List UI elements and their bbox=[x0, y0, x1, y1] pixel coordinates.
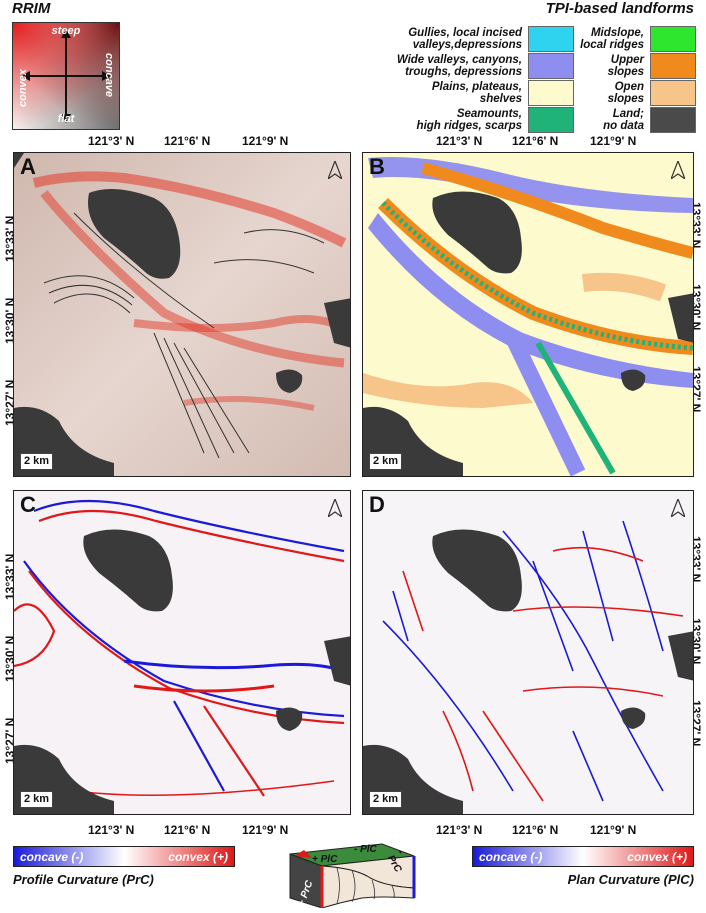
plan-colorbar-convex-label: convex (+) bbox=[627, 850, 687, 864]
panel-b-scale-bar: 2 km bbox=[369, 453, 403, 470]
tpi-legend-label-line: Gullies, local incised bbox=[408, 27, 522, 39]
panel-b-map-image bbox=[363, 153, 693, 476]
profile-colorbar-concave-label: concave (-) bbox=[20, 850, 84, 864]
tpi-legend-label-line: slopes bbox=[607, 66, 644, 78]
tpi-legend-label: Upper slopes bbox=[608, 54, 644, 78]
tpi-legend-label-line: Midslope, bbox=[590, 27, 644, 39]
tpi-legend-label-line: slopes bbox=[607, 93, 644, 105]
panel-c-profile-curvature-map: C 2 km bbox=[13, 490, 351, 815]
panel-a-lon-1: 121°3' N bbox=[88, 134, 135, 148]
panel-b-lon-2: 121°6' N bbox=[512, 134, 559, 148]
panel-d-letter: D bbox=[369, 492, 385, 517]
panel-a-scale-bar: 2 km bbox=[20, 453, 54, 470]
panel-b-tpi-map: B 2 km bbox=[362, 152, 694, 477]
profile-colorbar-convex-label: convex (+) bbox=[168, 850, 228, 864]
north-arrow-icon bbox=[671, 161, 685, 179]
tpi-legend-label-line: Land; bbox=[612, 108, 644, 120]
panel-c-scale-bar: 2 km bbox=[20, 791, 54, 808]
tpi-legend-label-line: Wide valleys, canyons, bbox=[396, 54, 522, 66]
tpi-legend-label: Midslope, local ridges bbox=[580, 27, 644, 51]
tpi-legend-label-line: shelves bbox=[479, 93, 522, 105]
tpi-legend-label-line: Upper bbox=[610, 54, 644, 66]
tpi-legend-label-line: troughs, depressions bbox=[405, 66, 522, 78]
plan-colorbar-concave-label: concave (-) bbox=[479, 850, 543, 864]
panel-d-lon-3: 121°9' N bbox=[590, 823, 637, 837]
tpi-legend-label: Open slopes bbox=[608, 81, 644, 105]
tpi-legend-swatch bbox=[650, 26, 696, 52]
panel-c-letter: C bbox=[20, 492, 36, 517]
panel-b-letter: B bbox=[369, 154, 385, 179]
panel-c-lon-2: 121°6' N bbox=[164, 823, 211, 837]
tpi-legend-swatch bbox=[528, 80, 574, 106]
diagram-minus-plc-label: - PlC bbox=[354, 844, 377, 855]
panel-d-lon-2: 121°6' N bbox=[512, 823, 559, 837]
diagram-plus-plc-label: + PlC bbox=[312, 854, 338, 865]
north-arrow-icon bbox=[328, 161, 342, 179]
tpi-legend-label-line: Seamounts, bbox=[456, 108, 522, 120]
panel-b-lon-1: 121°3' N bbox=[436, 134, 483, 148]
rrim-label-steep: steep bbox=[51, 25, 81, 37]
tpi-legend-label: Seamounts, high ridges, scarps bbox=[417, 108, 522, 132]
tpi-legend-label-line: Open bbox=[614, 81, 644, 93]
curvature-diagram-icon bbox=[289, 843, 416, 909]
rrim-axes-icon bbox=[21, 29, 111, 123]
panel-d-lon-1: 121°3' N bbox=[436, 823, 483, 837]
tpi-legend-swatch bbox=[528, 26, 574, 52]
panel-c-map-image bbox=[14, 491, 350, 814]
tpi-legend-label-line: valleys,depressions bbox=[412, 39, 522, 51]
panel-b-lon-3: 121°9' N bbox=[590, 134, 637, 148]
panel-a-rrim-map: A 2 km bbox=[13, 152, 351, 477]
panel-d-scale-bar: 2 km bbox=[369, 791, 403, 808]
profile-curvature-title: Profile Curvature (PrC) bbox=[13, 872, 154, 887]
panel-a-lon-2: 121°6' N bbox=[164, 134, 211, 148]
tpi-legend-label-line: no data bbox=[603, 120, 644, 132]
panel-c-lon-3: 121°9' N bbox=[242, 823, 289, 837]
tpi-legend-label: Wide valleys, canyons, troughs, depressio… bbox=[397, 54, 522, 78]
curvature-block-diagram: + PlC - PlC + PrC - PrC bbox=[282, 836, 422, 909]
tpi-legend-swatch bbox=[650, 53, 696, 79]
tpi-legend-swatch bbox=[528, 53, 574, 79]
profile-curvature-colorbar: concave (-) convex (+) bbox=[13, 846, 235, 867]
rrim-label-flat: flat bbox=[57, 113, 75, 125]
tpi-legend-label: Gullies, local incised valleys,depression… bbox=[408, 27, 522, 51]
tpi-legend-swatch bbox=[528, 107, 574, 133]
panel-c-lon-1: 121°3' N bbox=[88, 823, 135, 837]
tpi-legend-swatch bbox=[650, 80, 696, 106]
plan-curvature-colorbar: concave (-) convex (+) bbox=[472, 846, 694, 867]
rrim-label-convex: convex bbox=[17, 69, 29, 107]
tpi-legend-label-line: Plains, plateaus, bbox=[431, 81, 522, 93]
rrim-label-concave: concave bbox=[103, 53, 115, 98]
panel-a-lon-3: 121°9' N bbox=[242, 134, 289, 148]
tpi-legend-swatch bbox=[650, 107, 696, 133]
rrim-title: RRIM bbox=[12, 0, 51, 17]
tpi-legend-label-line: local ridges bbox=[580, 39, 644, 51]
north-arrow-icon bbox=[671, 499, 685, 517]
tpi-title: TPI-based landforms bbox=[545, 0, 694, 17]
tpi-legend-label-line: high ridges, scarps bbox=[416, 120, 522, 132]
panel-a-map-image bbox=[14, 153, 350, 476]
tpi-legend-label: Plains, plateaus, shelves bbox=[432, 81, 522, 105]
rrim-color-square: steep flat convex concave bbox=[12, 22, 120, 130]
panel-a-letter: A bbox=[20, 154, 36, 179]
panel-d-map-image bbox=[363, 491, 693, 814]
north-arrow-icon bbox=[328, 499, 342, 517]
panel-d-plan-curvature-map: D 2 km bbox=[362, 490, 694, 815]
plan-curvature-title: Plan Curvature (PlC) bbox=[567, 872, 694, 887]
tpi-legend-label: Land; no data bbox=[603, 108, 644, 132]
